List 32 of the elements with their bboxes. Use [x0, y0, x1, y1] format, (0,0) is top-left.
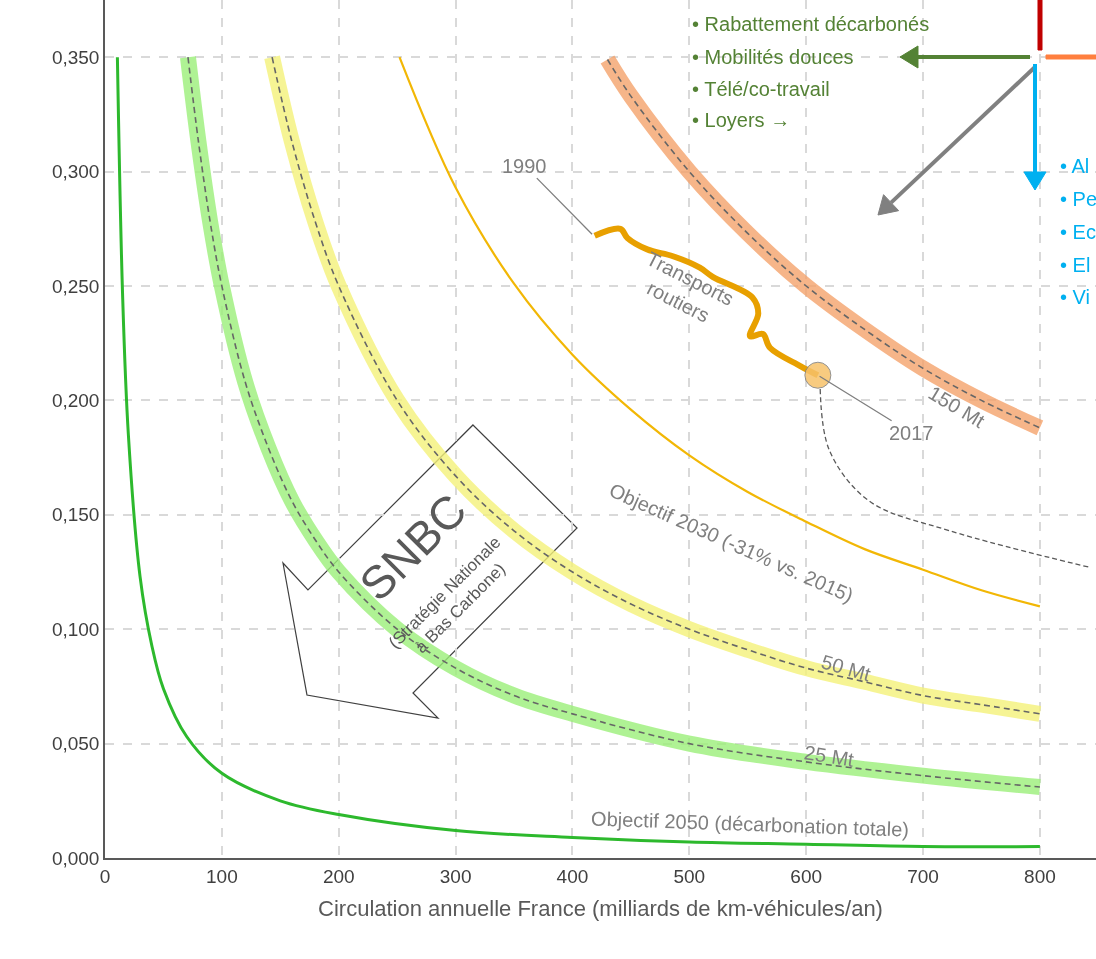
- x-tick-label: 300: [439, 865, 472, 887]
- x-tick-label: 600: [790, 865, 823, 887]
- y-tick-label: 0,000: [51, 847, 100, 869]
- x-tick-label: 100: [206, 865, 238, 887]
- annotation: 1990: [502, 155, 547, 177]
- x-tick-label: 400: [556, 865, 589, 887]
- x-tick-label: 0: [99, 865, 111, 887]
- annotation: • Pe: [1060, 188, 1096, 210]
- y-tick-label: 0,350: [51, 46, 100, 68]
- annotation: • Mobilités douces: [692, 46, 854, 68]
- text: 25 Mt: [802, 741, 856, 771]
- x-axis-title: Circulation annuelle France (milliards de km-véhicules/an): [318, 895, 883, 921]
- annotation: • Ec: [1060, 221, 1096, 243]
- y-tick-label: 0,200: [51, 390, 100, 412]
- annotation: 2017: [889, 422, 934, 444]
- x-tick-label: 200: [322, 865, 355, 887]
- annotation: • El: [1060, 254, 1091, 276]
- y-tick-label: 0,300: [51, 161, 100, 183]
- text: 50 Mt: [818, 650, 874, 686]
- y-tick-label: 0,050: [51, 733, 100, 755]
- y-tick-label: 0,250: [51, 275, 100, 297]
- annotation: • Vi: [1060, 286, 1090, 308]
- x-tick-label: 800: [1024, 865, 1056, 887]
- annotation: • Télé/co-travail: [692, 78, 830, 100]
- x-tick-label: 700: [907, 865, 939, 887]
- x-tick-label: 500: [673, 865, 706, 887]
- annotation: • Rabattement décarbonés: [692, 13, 930, 35]
- y-tick-label: 0,150: [51, 504, 100, 526]
- y-tick-label: 0,100: [51, 618, 100, 640]
- series-label: Objectif 2050 (décarbonation totale): [590, 807, 910, 841]
- annotation: • Al: [1060, 155, 1090, 177]
- annotation: • Loyers →: [692, 109, 791, 131]
